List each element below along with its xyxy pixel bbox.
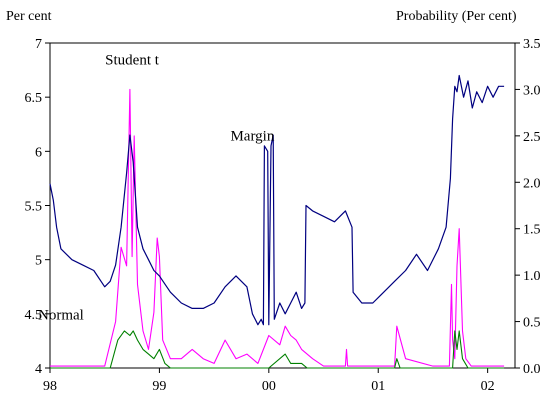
y-left-tick-label: 7 xyxy=(35,37,42,52)
y-left-tick-label: 4.5 xyxy=(25,308,43,323)
y-left-tick-label: 5 xyxy=(35,254,42,269)
axes-layer: 4 4.5 5 5.5 6 6.5 7 0.0 0.5 1.0 1.5 2.0 2.5 3.0 3.5 98 9… xyxy=(25,37,541,394)
annotation-normal: Normal xyxy=(38,307,84,323)
y-right-tick-label: 2.0 xyxy=(523,176,541,191)
y-right-axis-title: Probability (Per cent) xyxy=(396,9,517,24)
x-tick-label: 02 xyxy=(481,379,495,394)
x-tick-label: 98 xyxy=(43,379,57,394)
y-right-tick-label: 1.0 xyxy=(523,269,541,284)
annotation-margin: Margin xyxy=(230,129,274,145)
y-right-tick-label: 2.5 xyxy=(523,130,541,145)
annotation-student-t: Student t xyxy=(105,53,160,69)
x-tick-label: 01 xyxy=(371,379,385,394)
y-left-tick-label: 6.5 xyxy=(25,91,43,106)
y-right-tick-label: 3.5 xyxy=(523,37,541,52)
x-tick-label: 00 xyxy=(262,379,276,394)
series-layer xyxy=(49,74,505,369)
series-line-normal xyxy=(50,330,505,369)
plot-frame xyxy=(49,42,516,369)
annotation-layer: Student t Margin Normal xyxy=(38,53,275,324)
series-line-student-t xyxy=(50,88,505,367)
y-right-tick-label: 1.5 xyxy=(523,223,541,238)
y-right-tick-label: 0.5 xyxy=(523,316,541,331)
y-right-tick-label: 3.0 xyxy=(523,83,541,98)
series-line-margin xyxy=(49,74,505,326)
x-tick-label: 99 xyxy=(152,379,166,394)
y-right-tick-label: 0.0 xyxy=(523,362,541,377)
y-left-tick-label: 6 xyxy=(35,145,42,160)
y-left-axis-title: Per cent xyxy=(6,9,52,24)
y-left-tick-label: 5.5 xyxy=(25,200,43,215)
y-left-tick-label: 4 xyxy=(35,362,42,377)
